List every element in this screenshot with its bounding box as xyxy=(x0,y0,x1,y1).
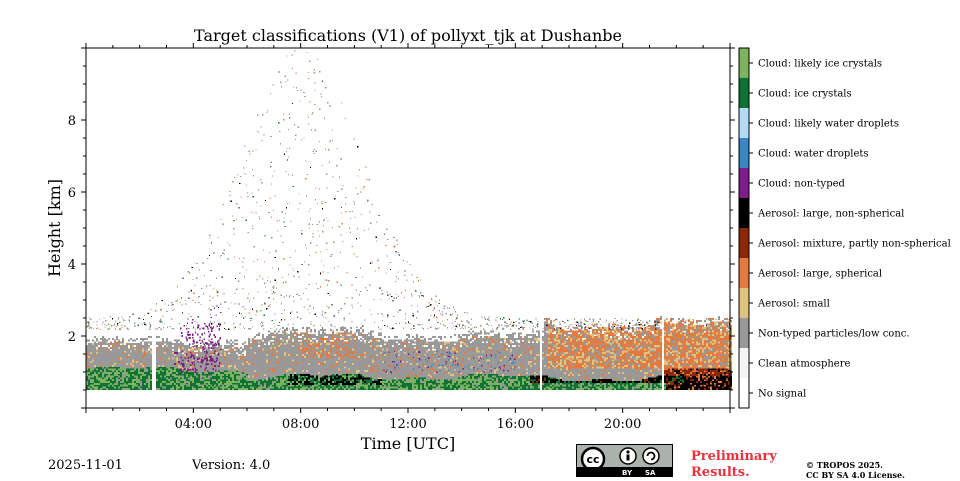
colorbar-swatch xyxy=(739,318,749,348)
cc-strip: BY SA xyxy=(577,467,672,477)
copyright-note: © TROPOS 2025. CC BY SA 4.0 License. xyxy=(806,460,926,480)
cc-logo-icon: cc xyxy=(580,446,660,469)
class-cells-layer xyxy=(86,50,733,391)
colorbar-label: Aerosol: small xyxy=(757,299,830,310)
colorbar-label: No signal xyxy=(758,389,806,400)
copyright-line-1: © TROPOS 2025. xyxy=(806,460,883,470)
y-tick-labels: 2 4 6 8 xyxy=(68,114,76,345)
x-tick-label: 20:00 xyxy=(604,417,641,432)
y-tick-label: 2 xyxy=(68,330,76,345)
colorbar-label: Clean atmosphere xyxy=(758,359,851,370)
colorbar-swatch xyxy=(739,288,749,318)
y-tick-label: 6 xyxy=(68,186,76,201)
x-tick-label: 12:00 xyxy=(389,417,426,432)
colorbar-swatch xyxy=(739,138,749,168)
x-tick-labels: 04:00 08:00 12:00 16:00 20:00 xyxy=(175,417,642,432)
colorbar-label: Aerosol: large, spherical xyxy=(757,269,882,280)
colorbar-label: Cloud: water droplets xyxy=(758,149,869,160)
chart-title: Target classifications (V1) of pollyxt_t… xyxy=(194,26,622,45)
colorbar-swatch xyxy=(739,228,749,258)
copyright-line-2: CC BY SA 4.0 License. xyxy=(806,470,905,480)
y-tick-label: 8 xyxy=(68,114,76,129)
y-axis-label: Height [km] xyxy=(45,179,64,277)
cc-license-badge: cc BY SA xyxy=(576,444,673,477)
x-axis-label: Time [UTC] xyxy=(361,434,455,453)
colorbar-label: Aerosol: large, non-spherical xyxy=(757,209,904,220)
x-tick-label: 08:00 xyxy=(282,417,319,432)
y-tick-label: 4 xyxy=(68,258,76,273)
plot-area xyxy=(85,47,733,409)
class-cells-layer xyxy=(174,301,516,374)
preliminary-results-note: Preliminary Results. xyxy=(691,449,777,480)
colorbar-swatch xyxy=(739,78,749,108)
colorbar-swatch xyxy=(739,378,749,408)
colorbar: No signal Clean atmosphere Non-typed parti… xyxy=(738,47,951,409)
x-tick-label: 16:00 xyxy=(497,417,534,432)
x-tick-label: 04:00 xyxy=(175,417,212,432)
colorbar-label: Cloud: likely ice crystals xyxy=(758,59,882,70)
class-cells-layer xyxy=(86,54,733,391)
cc-by-text: BY xyxy=(622,469,633,477)
svg-text:cc: cc xyxy=(586,453,599,466)
classification-cells xyxy=(86,50,733,391)
colorbar-swatch xyxy=(739,168,749,198)
axis-ticks xyxy=(81,43,735,413)
measurement-date: 2025-11-01 xyxy=(48,458,123,473)
colorbar-swatch xyxy=(739,48,749,78)
colorbar-label: Cloud: likely water droplets xyxy=(758,119,899,130)
colorbar-swatch xyxy=(739,198,749,228)
colorbar-label: Cloud: non-typed xyxy=(758,179,846,190)
colorbar-swatch xyxy=(739,258,749,288)
colorbar-swatch xyxy=(739,348,749,378)
colorbar-label: Cloud: ice crystals xyxy=(758,89,852,100)
colorbar-label: Aerosol: mixture, partly non-spherical xyxy=(757,239,951,250)
colorbar-label: Non-typed particles/low conc. xyxy=(758,329,910,340)
cc-sa-text: SA xyxy=(645,469,656,477)
version-label: Version: 4.0 xyxy=(192,458,271,473)
class-cells-layer xyxy=(532,368,733,391)
colorbar-swatch xyxy=(739,108,749,138)
colorbar-frame xyxy=(738,47,750,409)
